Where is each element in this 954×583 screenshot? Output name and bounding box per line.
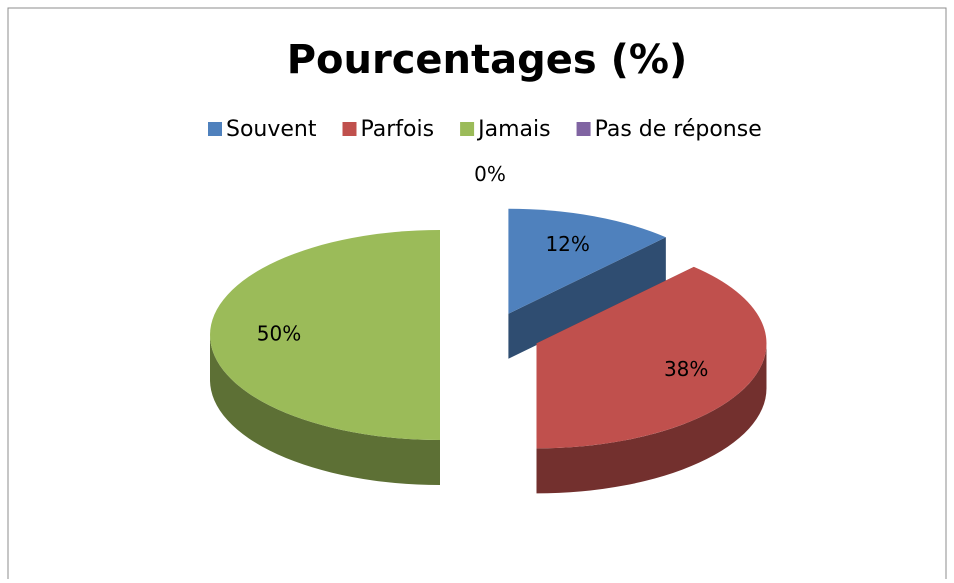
pie-labels: 12% 38% 50% 0%: [257, 162, 709, 381]
pie-tops: [210, 208, 767, 449]
data-label: 0%: [474, 162, 506, 186]
chart-title: Pourcentages (%): [287, 37, 688, 83]
legend-label: Parfois: [361, 117, 435, 142]
legend-swatch: [460, 122, 475, 136]
data-label: 38%: [664, 357, 708, 381]
pie-rim: [210, 335, 440, 485]
pie-slice: [536, 266, 767, 449]
data-label: 50%: [257, 322, 301, 346]
pie-rim: [536, 343, 767, 494]
pie-slice: [508, 208, 666, 314]
legend-label: Souvent: [226, 117, 317, 142]
legend-swatch: [208, 122, 222, 136]
legend-swatch: [576, 122, 591, 136]
chart-frame: [7, 7, 947, 583]
pie-slice: [210, 230, 440, 440]
legend-label: Jamais: [476, 117, 550, 142]
legend-swatch: [342, 122, 357, 136]
data-label: 12%: [545, 232, 589, 256]
pie-wall: [508, 237, 666, 359]
legend-label: Pas de réponse: [595, 117, 762, 142]
